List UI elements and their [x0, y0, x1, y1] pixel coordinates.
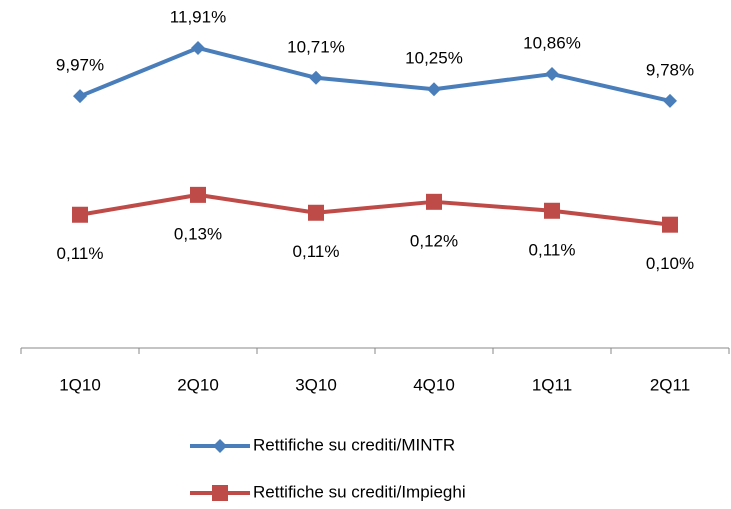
marker [426, 193, 442, 210]
series-line [79, 45, 671, 103]
data-label: 0,13% [174, 224, 222, 243]
marker [72, 206, 88, 223]
data-label: 10,25% [405, 49, 463, 68]
x-tick-label: 2Q11 [650, 375, 690, 394]
data-label: 0,11% [57, 244, 104, 263]
data-label: 9,78% [646, 60, 694, 79]
data-label: 0,11% [529, 240, 576, 259]
marker [544, 202, 560, 219]
legend-label: Rettifiche su crediti/Impieghi [253, 482, 466, 501]
data-label: 10,86% [523, 34, 581, 53]
series-line [79, 192, 671, 227]
marker [662, 216, 678, 233]
x-tick-label: 1Q10 [59, 375, 101, 394]
data-label: 0,10% [646, 254, 694, 273]
marker [427, 82, 441, 97]
legend-marker [212, 485, 228, 501]
marker [663, 93, 677, 108]
x-tick-label: 3Q10 [295, 375, 337, 394]
marker [545, 67, 559, 82]
x-tick-label: 1Q11 [532, 375, 572, 394]
marker [309, 70, 323, 85]
data-label: 9,97% [56, 56, 104, 75]
data-label: 10,71% [287, 37, 345, 56]
marker [73, 89, 87, 104]
data-label: 0,11% [293, 242, 340, 261]
data-label: 0,12% [410, 231, 458, 250]
legend-label: Rettifiche su crediti/MINTR [253, 435, 455, 454]
x-tick-label: 2Q10 [177, 375, 219, 394]
marker [308, 204, 324, 221]
x-tick-label: 4Q10 [413, 375, 455, 394]
marker [190, 186, 206, 203]
data-label: 11,91% [170, 7, 226, 26]
legend-marker [213, 439, 227, 453]
marker [191, 40, 205, 55]
